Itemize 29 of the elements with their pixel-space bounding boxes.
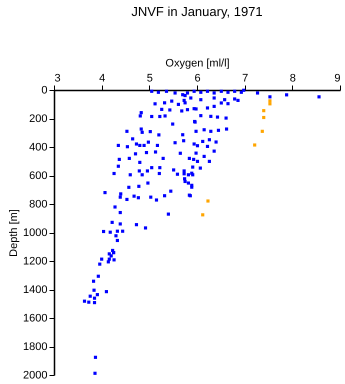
y-tick-label: 1200 (23, 256, 48, 268)
y-tick-label: 1600 (23, 312, 48, 324)
point (253, 143, 256, 147)
x-axis-title: Oxygen [ml/l] (165, 58, 230, 70)
point (262, 116, 266, 120)
point (260, 130, 264, 133)
point (268, 102, 272, 106)
x-tick-label: 3 (54, 72, 61, 84)
y-tick-label: 2000 (23, 370, 48, 382)
y-tick-label: 1400 (23, 284, 48, 296)
y-tick-label: 200 (29, 113, 48, 125)
point (268, 99, 272, 102)
x-tick-label: 5 (146, 72, 153, 84)
y-tick-label: 1800 (23, 341, 48, 353)
y-tick-label: 1000 (23, 227, 48, 239)
x-tick-label: 4 (99, 72, 106, 84)
y-tick-label: 400 (29, 142, 48, 154)
point (206, 199, 210, 203)
y-tick-label: 0 (41, 84, 48, 96)
chart-title: JNVF in January, 1971 (131, 4, 263, 19)
x-tick-label: 6 (194, 72, 201, 84)
x-tick-label: 9 (334, 72, 340, 84)
point (262, 109, 266, 112)
y-tick-label: 800 (29, 198, 48, 210)
x-tick-label: 8 (290, 72, 296, 84)
x-tick-label: 7 (242, 72, 248, 84)
y-axis-title: Depth [m] (8, 209, 20, 257)
y-tick-label: 600 (29, 170, 48, 182)
point (201, 213, 204, 216)
